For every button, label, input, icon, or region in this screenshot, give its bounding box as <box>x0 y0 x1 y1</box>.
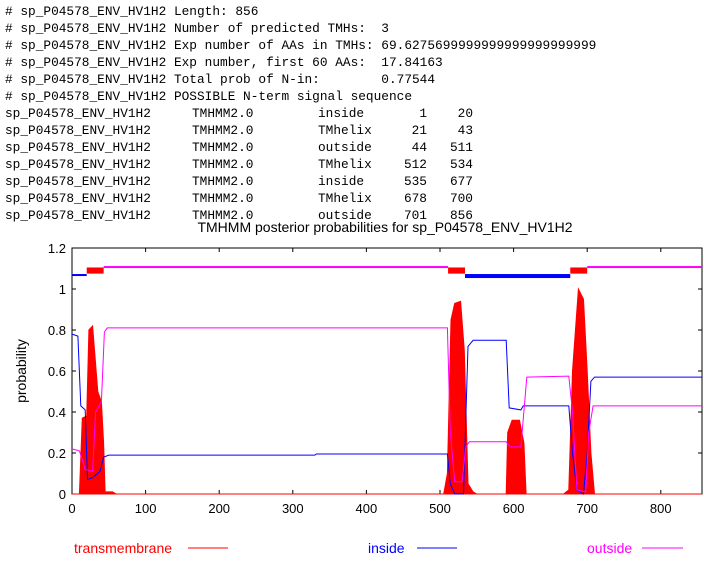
topology-tmhelix <box>448 267 466 274</box>
row-end: 43 <box>457 123 473 138</box>
header-line: # sp_P04578_ENV_HV1H2 Total prob of N-in… <box>5 72 436 87</box>
x-tick-label: 600 <box>503 501 525 516</box>
row-end: 511 <box>449 140 473 155</box>
y-tick-label: 0.4 <box>48 405 66 420</box>
row-name: sp_P04578_ENV_HV1H2 <box>5 157 151 172</box>
header-line: # sp_P04578_ENV_HV1H2 Length: 856 <box>5 4 259 19</box>
row-name: sp_P04578_ENV_HV1H2 <box>5 123 151 138</box>
row-type: inside <box>318 174 365 189</box>
row-start: 21 <box>411 123 427 138</box>
series-outside-line <box>71 327 702 493</box>
topology-inside <box>465 274 571 279</box>
row-end: 534 <box>449 157 473 172</box>
series-transmembrane-area <box>72 287 702 495</box>
topology-outside <box>103 266 449 269</box>
row-end: 20 <box>457 106 473 121</box>
legend: transmembrane inside outside <box>74 540 683 556</box>
legend-outside: outside <box>587 540 632 556</box>
y-tick-label: 0.2 <box>48 446 66 461</box>
legend-inside: inside <box>368 540 405 556</box>
row-method: TMHMM2.0 <box>192 174 254 189</box>
row-name: sp_P04578_ENV_HV1H2 <box>5 191 151 206</box>
row-type: inside <box>318 106 365 121</box>
row-type: outside <box>318 208 372 223</box>
x-tick-label: 0 <box>68 501 75 516</box>
header-line: # sp_P04578_ENV_HV1H2 Number of predicte… <box>5 21 389 36</box>
row-method: TMHMM2.0 <box>192 106 254 121</box>
y-tick-label: 0.8 <box>48 323 66 338</box>
x-tick-label: 700 <box>576 501 598 516</box>
row-start: 678 <box>403 191 427 206</box>
row-end: 700 <box>449 191 473 206</box>
legend-transmembrane: transmembrane <box>74 540 172 556</box>
row-name: sp_P04578_ENV_HV1H2 <box>5 106 151 121</box>
y-tick-label: 0 <box>59 487 66 502</box>
x-tick-label: 500 <box>429 501 451 516</box>
row-type: outside <box>318 140 372 155</box>
row-type: TMhelix <box>318 157 372 172</box>
topology-tmhelix <box>570 267 588 274</box>
row-name: sp_P04578_ENV_HV1H2 <box>5 208 151 223</box>
row-name: sp_P04578_ENV_HV1H2 <box>5 140 151 155</box>
row-start: 1 <box>419 106 427 121</box>
y-axis-label: probability <box>13 339 29 403</box>
y-tick-label: 0.6 <box>48 364 66 379</box>
header-line: # sp_P04578_ENV_HV1H2 POSSIBLE N-term si… <box>5 89 413 104</box>
row-start: 44 <box>411 140 427 155</box>
row-start: 535 <box>403 174 427 189</box>
header-line: # sp_P04578_ENV_HV1H2 Exp number, first … <box>5 55 443 70</box>
row-method: TMHMM2.0 <box>192 208 254 223</box>
row-method: TMHMM2.0 <box>192 191 254 206</box>
series-inside-line <box>71 333 702 495</box>
y-tick-label: 1.2 <box>48 241 66 256</box>
row-type: TMhelix <box>318 123 372 138</box>
row-end: 677 <box>449 174 473 189</box>
row-method: TMHMM2.0 <box>192 123 254 138</box>
x-tick-label: 200 <box>208 501 230 516</box>
topology-inside <box>72 274 87 277</box>
row-method: TMHMM2.0 <box>192 157 254 172</box>
x-tick-label: 300 <box>282 501 304 516</box>
row-start: 701 <box>403 208 427 223</box>
chart-title: TMHMM posterior probabilities for sp_P04… <box>197 219 572 235</box>
x-tick-label: 100 <box>135 501 157 516</box>
header-line: # sp_P04578_ENV_HV1H2 Exp number of AAs … <box>5 38 597 53</box>
row-method: TMHMM2.0 <box>192 140 254 155</box>
topology-outside <box>587 266 702 269</box>
row-start: 512 <box>403 157 427 172</box>
plot-frame <box>71 247 703 495</box>
topology-tmhelix <box>86 267 104 274</box>
x-tick-label: 800 <box>650 501 672 516</box>
y-tick-label: 1 <box>59 282 66 297</box>
row-end: 856 <box>449 208 473 223</box>
row-type: TMhelix <box>318 191 372 206</box>
row-name: sp_P04578_ENV_HV1H2 <box>5 174 151 189</box>
x-tick-label: 400 <box>356 501 378 516</box>
